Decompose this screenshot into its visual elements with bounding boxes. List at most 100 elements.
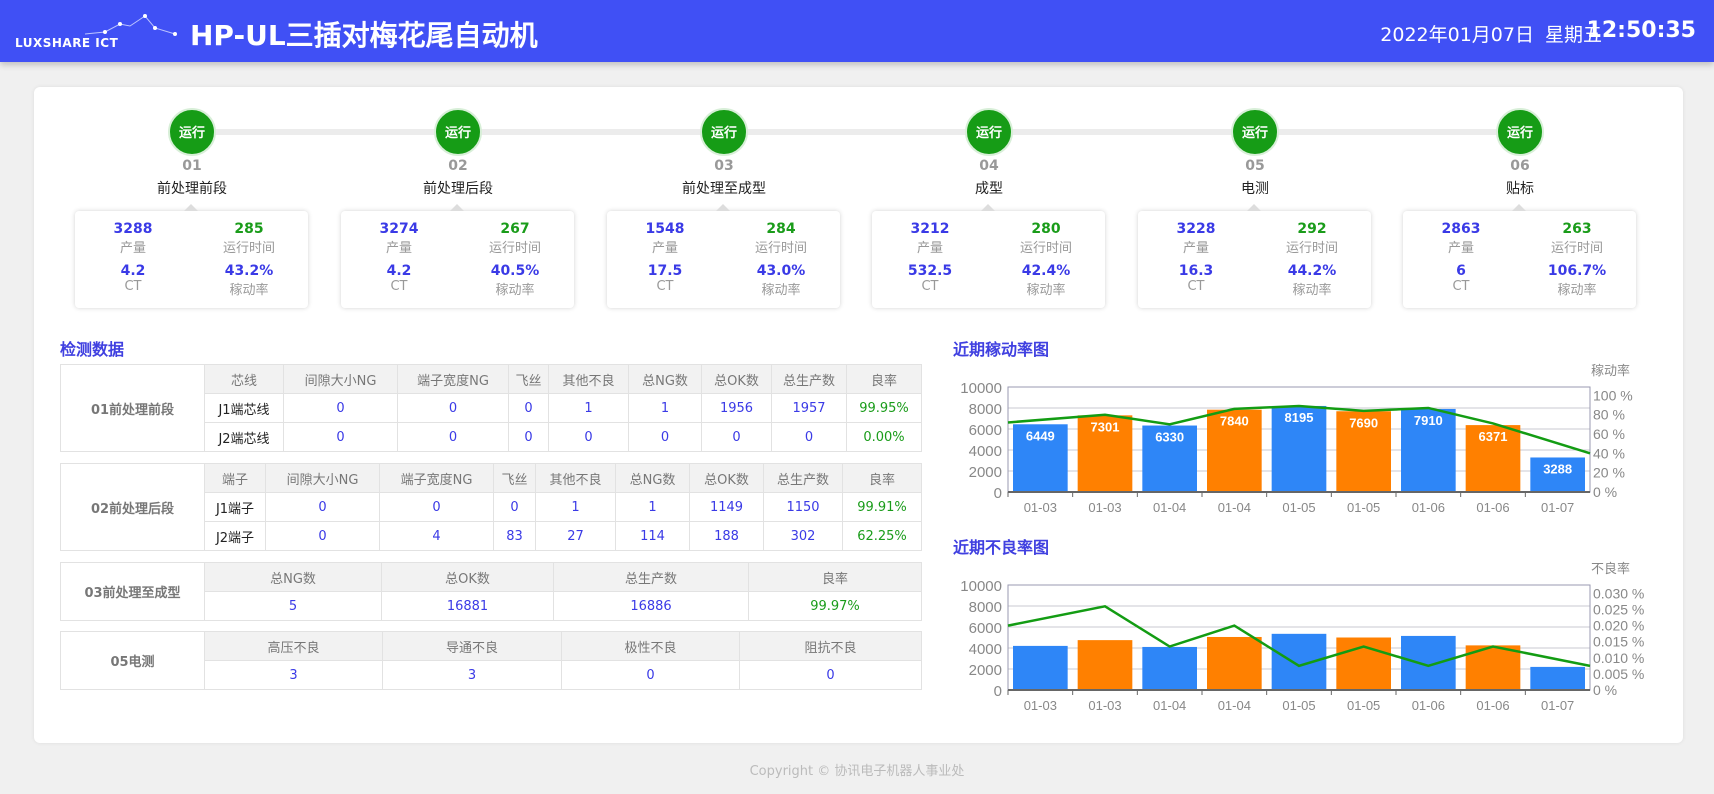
rate-line — [1007, 404, 1591, 455]
table-cell: 0 — [508, 393, 549, 423]
output-label: 产量 — [1182, 241, 1209, 256]
table-cell: 0 — [265, 492, 380, 522]
bar — [1013, 424, 1068, 492]
inspection-table-03: 03前处理至成型 总NG数 总OK数 总生产数 良率 5 16881 16886 99.97% — [60, 562, 922, 621]
y-tick-label: 6000 — [969, 422, 1002, 439]
bar — [1530, 457, 1585, 492]
table-cell: 1 — [615, 492, 690, 522]
bar-value-label: 7301 — [1091, 419, 1120, 434]
ct-value: 16.3 — [1178, 263, 1214, 279]
station-stats: 3274 产量 267 运行时间 4.2 CT 40.5% 稼动率 — [341, 204, 574, 308]
y-tick-label: 0 — [994, 485, 1002, 502]
bar — [1142, 425, 1197, 492]
table-cell: 0 — [628, 422, 702, 452]
column-header: 良率 — [846, 364, 922, 394]
column-header: 良率 — [748, 562, 922, 592]
rate-line — [1007, 604, 1591, 668]
footer-copyright: Copyright © 协讯电子机器人事业处 — [749, 764, 965, 779]
output-label: 产量 — [651, 241, 678, 256]
ct-label: CT — [1187, 279, 1205, 294]
output-value: 3288 — [113, 221, 153, 237]
column-header: 总生产数 — [763, 463, 843, 493]
rate-value: 42.4% — [1021, 263, 1071, 279]
bar — [1401, 408, 1456, 492]
table-cell: 0 — [561, 660, 740, 690]
y2-tick-label: 0.005 % — [1593, 666, 1644, 682]
y2-axis-label: 稼动率 — [1591, 363, 1630, 378]
x-tick-label: 01-05 — [1347, 698, 1380, 713]
bar — [1336, 411, 1391, 492]
column-header: 总生产数 — [771, 364, 847, 394]
bar — [1077, 640, 1133, 690]
table-cell: 188 — [689, 521, 764, 551]
bar — [1207, 636, 1262, 690]
table-cell: 0 — [283, 393, 398, 423]
y-tick-label: 4000 — [969, 641, 1002, 658]
output-label: 产量 — [916, 241, 943, 256]
x-tick-label: 01-04 — [1218, 698, 1251, 713]
table-cell: 0 — [493, 492, 536, 522]
output-value: 3228 — [1176, 221, 1216, 237]
utilization-chart: 0 2000 4000 6000 8000 10000 稼动率 0 % 20 % 40 % 60 %… — [960, 363, 1633, 515]
table-cell: 16881 — [381, 591, 554, 621]
inspection-table-01: 01前处理前段 芯线 间隙大小NG 端子宽度NG 飞丝 其他不良 总NG数 总OK数 总生产数良… — [60, 364, 922, 452]
table-cell: 0 — [265, 521, 380, 551]
y-tick-label: 0 — [994, 683, 1002, 700]
table-row: J2端芯线 0 0 0 0 0 0 0 0.00% — [61, 422, 922, 452]
table-cell: 3 — [204, 660, 383, 690]
status-badge: 运行 — [1231, 108, 1279, 156]
column-header: 总OK数 — [701, 364, 772, 394]
y-tick-label: 4000 — [969, 443, 1002, 460]
table-cell: 3 — [382, 660, 562, 690]
y2-tick-label: 0.020 % — [1593, 618, 1644, 634]
y2-tick-label: 0.025 % — [1593, 602, 1644, 618]
bar — [1207, 409, 1262, 492]
rate-label: 稼动率 — [1292, 283, 1332, 298]
x-tick-label: 01-04 — [1153, 500, 1186, 515]
column-header: 其他不良 — [535, 463, 616, 493]
table-cell: 0 — [283, 422, 398, 452]
y2-tick-label: 80 % — [1593, 407, 1625, 423]
runtime-value: 267 — [500, 221, 530, 237]
y2-tick-label: 0.015 % — [1593, 634, 1644, 650]
station-name: 前处理后段 — [423, 181, 493, 197]
x-tick-label: 01-03 — [1088, 698, 1121, 713]
table-cell: 0 — [701, 422, 772, 452]
table-cell: J2端芯线 — [204, 422, 284, 452]
table-cell: 1 — [548, 393, 629, 423]
weekday: 星期五 — [1544, 24, 1602, 46]
y-tick-label: 2000 — [969, 662, 1002, 679]
x-tick-label: 01-06 — [1476, 500, 1509, 515]
table-cell: 1150 — [763, 492, 843, 522]
station-name: 前处理至成型 — [682, 181, 766, 197]
x-tick-label: 01-03 — [1088, 500, 1121, 515]
section-label: 01前处理前段 — [60, 364, 205, 452]
y2-tick-label: 100 % — [1593, 387, 1633, 403]
y-tick-label: 6000 — [969, 620, 1002, 637]
x-tick-label: 01-03 — [1024, 698, 1057, 713]
page-title: HP-UL三插对梅花尾自动机 — [190, 19, 538, 52]
rate-value: 44.2% — [1287, 263, 1337, 279]
runtime-label: 运行时间 — [1019, 241, 1072, 256]
y2-tick-label: 40 % — [1593, 445, 1625, 461]
table-cell: 4 — [379, 521, 494, 551]
rate-value: 106.7% — [1547, 263, 1607, 279]
bar — [1013, 645, 1068, 690]
output-value: 3274 — [379, 221, 419, 237]
station-number: 04 — [979, 158, 999, 174]
runtime-label: 运行时间 — [754, 241, 807, 256]
bar — [1465, 425, 1521, 492]
luxshare-logo: LUXSHARE ICT — [15, 14, 177, 50]
y-tick-label: 8000 — [969, 401, 1002, 418]
station-name: 贴标 — [1506, 181, 1534, 197]
x-tick-label: 01-06 — [1476, 698, 1509, 713]
header: LUXSHARE ICT HP-UL三插对梅花尾自动机 2022年01月07日 … — [0, 0, 1714, 62]
x-tick-label: 01-03 — [1024, 500, 1057, 515]
table-cell: 0.00% — [846, 422, 922, 452]
column-header: 端子宽度NG — [379, 463, 494, 493]
runtime-label: 运行时间 — [1285, 241, 1338, 256]
table-cell: 0 — [771, 422, 847, 452]
bar-value-label: 7910 — [1414, 413, 1443, 428]
defect-chart: 0 2000 4000 6000 8000 10000 不良率 0 %0.005 %0.010… — [960, 561, 1644, 713]
